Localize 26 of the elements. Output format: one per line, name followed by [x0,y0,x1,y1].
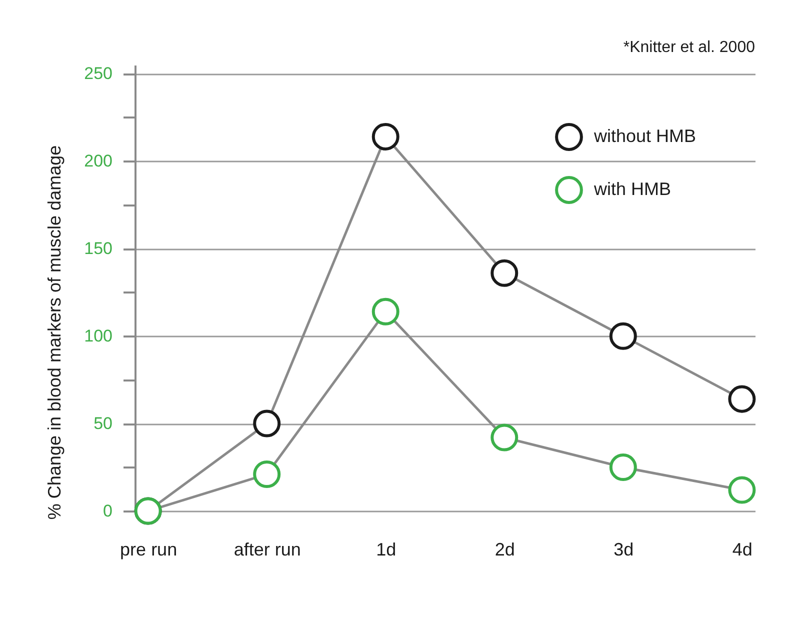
point [728,476,756,504]
point [253,410,281,438]
y-tick-label: 150 [84,239,112,258]
point [490,259,518,287]
point [372,122,400,150]
legend-label: with HMB [593,179,672,199]
x-tick-label: 1d [376,540,396,560]
point [609,454,637,481]
point [490,424,518,452]
legend-label: without HMB [593,126,696,146]
y-tick-label: 100 [84,326,112,346]
x-tick-label: 2d [494,540,515,560]
point [372,298,400,326]
y-tick-label: 200 [84,152,112,171]
point [609,322,637,350]
point [728,385,756,413]
text: *Knitter et al. 2000 [623,39,756,56]
x-tick-label: 3d [614,540,634,560]
point [253,460,281,488]
x-tick-label: pre run [120,540,178,560]
x-tick-label: 4d [732,540,752,560]
y-tick-label: 50 [94,414,112,434]
y-tick-label: 0 [103,502,112,520]
y-axis-title: % Change in blood markers of muscle damage [44,145,64,520]
x-tick-label: after run [234,540,301,560]
y-tick-label: 250 [84,64,112,84]
